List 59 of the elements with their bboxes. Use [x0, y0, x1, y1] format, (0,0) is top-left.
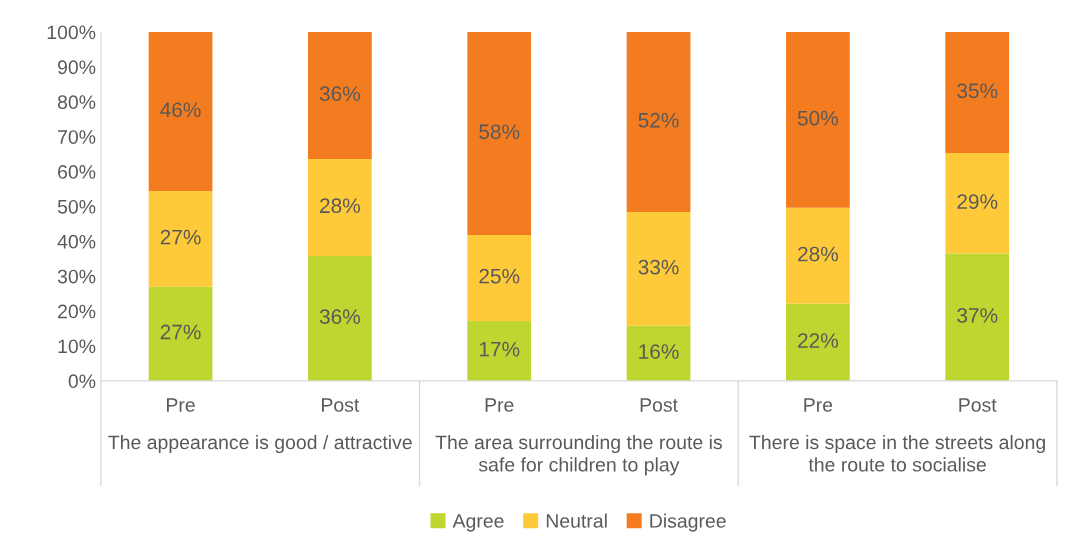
legend-label: Agree — [452, 514, 504, 532]
text: There is space in the streets along the route to socialise — [749, 434, 1045, 472]
data-label: 36% — [319, 86, 360, 102]
data-label: 46% — [160, 102, 201, 118]
bar — [945, 153, 1010, 254]
data-label: 17% — [479, 341, 520, 357]
x-tick-label: Pre — [804, 398, 833, 412]
data-label: 28% — [798, 246, 838, 262]
bar — [786, 303, 850, 381]
bar — [786, 207, 850, 304]
y-tick-label: 70% — [58, 130, 96, 144]
bar — [626, 212, 691, 326]
bar — [148, 32, 213, 192]
data-label: 28% — [320, 198, 360, 214]
bar — [467, 320, 532, 381]
data-label: 25% — [479, 268, 520, 284]
bar — [945, 32, 1010, 154]
y-tick-label: 30% — [57, 269, 96, 284]
data-label: 27% — [160, 324, 201, 340]
x-tick-label: Post — [322, 398, 360, 412]
bar — [148, 286, 213, 381]
y-tick-label: 90% — [58, 60, 96, 75]
data-label: 35% — [957, 83, 998, 99]
data-label: 29% — [957, 194, 998, 209]
y-tick-label: 100% — [47, 25, 96, 40]
y-tick-label: 50% — [57, 199, 96, 214]
data-label: 36% — [319, 309, 360, 325]
y-tick-label: 60% — [58, 165, 96, 179]
y-tick-label: 20% — [58, 304, 96, 319]
x-tick-label: Post — [959, 398, 997, 412]
bar — [786, 32, 850, 208]
data-label: 37% — [957, 308, 998, 323]
bar — [467, 32, 532, 236]
data-label: 58% — [479, 124, 520, 140]
bar — [308, 32, 372, 159]
bar — [308, 255, 372, 381]
legend-label: Disagree — [650, 513, 726, 532]
y-tick-label: 80% — [57, 95, 96, 110]
bar — [626, 32, 691, 213]
legend-label: Neutral — [546, 513, 607, 528]
data-label: 50% — [797, 110, 838, 126]
y-tick-label: 0% — [68, 374, 96, 389]
y-tick-label: 10% — [58, 339, 96, 354]
data-label: 27% — [160, 229, 201, 245]
bar — [467, 235, 532, 321]
data-label: 16% — [639, 344, 679, 359]
x-tick-label: Post — [640, 398, 678, 412]
text: The appearance is good / attractive — [108, 434, 412, 454]
x-tick-label: Pre — [167, 398, 195, 412]
bar — [308, 159, 372, 256]
x-tick-label: Pre — [485, 398, 514, 412]
bar — [945, 253, 1010, 381]
text: The area surrounding the route is safe for children to play — [435, 434, 722, 476]
y-tick-label: 40% — [57, 234, 96, 249]
data-label: 22% — [798, 333, 838, 348]
bar — [626, 325, 691, 381]
bar — [148, 191, 213, 287]
data-label: 52% — [638, 112, 679, 128]
data-label: 33% — [638, 259, 679, 275]
